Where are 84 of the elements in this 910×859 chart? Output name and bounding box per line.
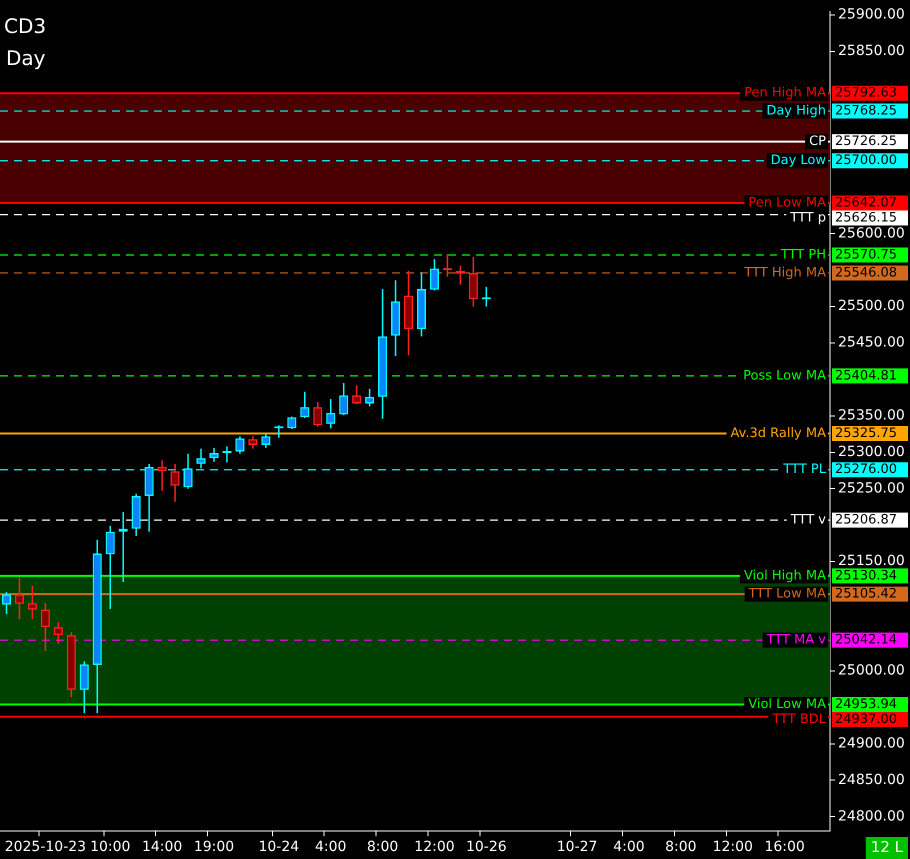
ref-line-label: TTT BDL <box>771 712 827 727</box>
candlestick <box>80 660 89 714</box>
text: Day <box>6 46 46 70</box>
text: 25276.00 <box>835 462 898 478</box>
candlestick <box>40 602 50 652</box>
ref-line-label: Viol Low MA <box>748 696 826 712</box>
x-tick-label: 2025-10-23 <box>4 839 86 856</box>
x-tick-label: 16:00 <box>764 839 805 856</box>
candlestick <box>261 433 270 449</box>
candlestick <box>54 621 63 645</box>
candlestick <box>339 382 348 416</box>
ref-line-label: Viol High MA <box>744 568 826 584</box>
y-tick-label: 25450.00 <box>838 334 905 351</box>
text: 25105.42 <box>835 586 898 602</box>
text: 12 L <box>870 838 904 856</box>
candlestick <box>430 258 439 292</box>
x-tick-label: 8:00 <box>665 839 697 856</box>
candlestick <box>313 401 322 428</box>
candlestick <box>352 384 362 405</box>
text: 25325.75 <box>835 426 898 441</box>
candlestick <box>209 447 219 462</box>
text: 25042.14 <box>835 632 898 648</box>
x-tick-label: 8:00 <box>366 839 398 856</box>
ref-line-label: TTT p <box>789 210 826 226</box>
text: 25792.63 <box>835 86 898 101</box>
candlestick <box>170 463 180 503</box>
text: 25404.81 <box>835 368 898 384</box>
y-tick-label: 25350.00 <box>838 407 905 424</box>
x-tick-label: 12:00 <box>712 839 753 856</box>
ref-line-label: Pen High MA <box>744 86 826 101</box>
x-tick-label: 12:00 <box>414 839 455 856</box>
ref-line-label: TTT MA v <box>766 632 826 648</box>
text: 25726.25 <box>835 134 898 150</box>
candlestick <box>248 435 258 450</box>
ref-line-label: TTT High MA <box>743 265 826 280</box>
x-tick-label: 14:00 <box>142 839 182 856</box>
y-tick-label: 24850.00 <box>838 772 905 788</box>
x-tick-label: 19:00 <box>194 839 234 856</box>
y-tick-label: 25600.00 <box>838 225 905 242</box>
x-tick-label: 4:00 <box>314 839 346 856</box>
x-tick-label: 4:00 <box>613 839 645 856</box>
text: 25642.07 <box>835 195 898 210</box>
x-tick-label: 10-26 <box>466 839 507 856</box>
candlestick <box>468 256 478 308</box>
x-tick-label: 10:00 <box>90 839 130 856</box>
text: 24937.00 <box>835 712 898 727</box>
candlestick <box>365 388 374 408</box>
text: 25570.75 <box>835 247 898 262</box>
y-tick-label: 25500.00 <box>838 298 905 314</box>
text: 25626.15 <box>835 210 898 226</box>
text: 25130.34 <box>835 568 898 584</box>
y-tick-label: 25900.00 <box>838 6 905 23</box>
ref-line-label: CP <box>809 134 826 150</box>
candlestick <box>287 416 296 430</box>
ref-line-label: TTT Low MA <box>748 586 826 602</box>
ref-line-label: Day High <box>766 103 826 118</box>
ref-line-label: Av.3d Rally MA <box>730 426 826 441</box>
text: 24953.94 <box>835 696 898 712</box>
y-tick-label: 24800.00 <box>838 808 905 824</box>
ref-line-label: Day Low <box>770 153 826 168</box>
text: 25700.00 <box>835 153 898 168</box>
ref-line-label: Poss Low MA <box>743 368 826 384</box>
text: 25206.87 <box>835 512 898 528</box>
y-tick-label: 24900.00 <box>838 735 905 752</box>
ref-line-label: Pen Low MA <box>748 195 826 210</box>
text: 25546.08 <box>835 265 898 280</box>
y-tick-label: 25150.00 <box>838 553 905 570</box>
x-tick-label: 10-27 <box>556 839 598 856</box>
ref-line-label: TTT v <box>790 512 826 528</box>
y-tick-label: 25250.00 <box>838 480 905 496</box>
candlestick <box>326 398 336 429</box>
ref-line-label: TTT PH <box>780 247 826 262</box>
ref-line-label: TTT PL <box>782 462 827 478</box>
y-tick-label: 25850.00 <box>838 43 905 60</box>
candlestick <box>106 525 115 610</box>
y-tick-label: 25300.00 <box>838 444 905 460</box>
y-tick-label: 25000.00 <box>838 662 905 679</box>
x-tick-label: 10-24 <box>258 839 300 856</box>
candlestick <box>28 584 37 620</box>
chart-title: CD3 <box>4 14 46 38</box>
candlestick <box>14 576 24 620</box>
text: 25768.25 <box>835 103 898 118</box>
candlestick <box>300 391 310 419</box>
candlestick <box>2 591 12 615</box>
